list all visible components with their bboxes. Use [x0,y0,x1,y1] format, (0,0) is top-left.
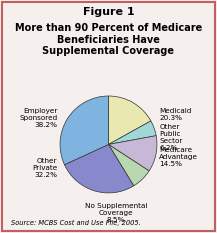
Wedge shape [108,96,151,144]
Text: Medicaid
20.3%: Medicaid 20.3% [159,108,192,121]
Text: More than 90 Percent of Medicare
Beneficiaries Have
Supplemental Coverage: More than 90 Percent of Medicare Benefic… [15,23,202,56]
Text: Employer
Sponsored
38.2%: Employer Sponsored 38.2% [19,108,58,128]
Text: No Supplemental
Coverage
8.5%: No Supplemental Coverage 8.5% [85,203,147,223]
Wedge shape [108,121,156,144]
Wedge shape [60,96,108,165]
Wedge shape [108,144,149,186]
Wedge shape [108,136,157,171]
Text: Other
Private
32.2%: Other Private 32.2% [32,158,58,178]
Text: Other
Public
Sector
6.2%: Other Public Sector 6.2% [159,124,183,151]
Wedge shape [64,144,134,193]
Text: Figure 1: Figure 1 [83,7,134,17]
Text: Medicare
Advantage
14.5%: Medicare Advantage 14.5% [159,147,198,167]
Text: Source: MCBS Cost and Use File, 2005.: Source: MCBS Cost and Use File, 2005. [11,220,141,226]
